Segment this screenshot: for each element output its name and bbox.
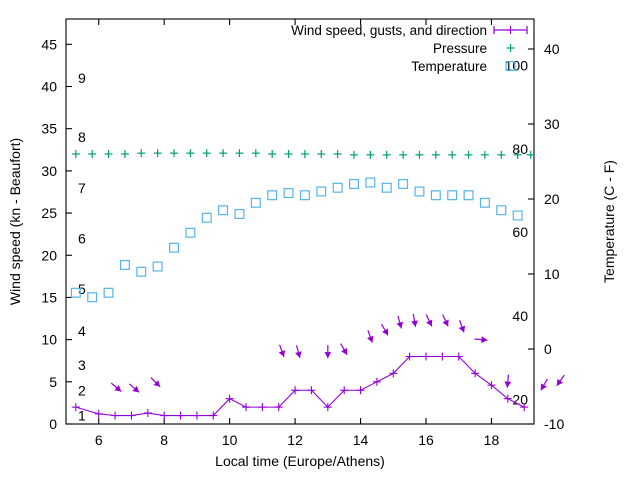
temperature-point [332,182,343,193]
temperature-point [349,179,360,190]
x-tick-label: 18 [484,432,500,448]
wind-direction-arrow-head [367,335,374,343]
y-tick-label: 5 [49,374,57,390]
beaufort-label: 4 [78,323,86,339]
y-tick-label: 10 [41,332,57,348]
wind-direction-arrow-head [458,325,466,333]
y2-tick-label: 10 [544,266,560,282]
wind-direction-arrow-head [278,350,286,357]
wind-direction-arrow-head [382,328,389,336]
temperature-point [479,197,490,208]
y2-axis-title: Temperature (C - F) [601,160,617,283]
temperature-point [169,242,180,253]
temperature-point [87,292,98,303]
temperature-point [103,287,114,298]
temperature-point [398,179,409,190]
temperature-point [185,227,196,238]
wind-direction-arrow-head [481,336,488,343]
wind-direction-arrow-head [295,351,302,358]
x-tick-label: 8 [160,432,168,448]
fahrenheit-label: 80 [512,141,528,157]
wind-direction-arrow-head [556,378,564,386]
y2-tick-label: 40 [544,41,560,57]
wind-direction-arrow-head [324,352,332,359]
temperature-point [267,190,278,201]
wind-speed-line [75,355,525,417]
temperature-point [496,205,507,216]
plot-area-border [65,18,535,425]
beaufort-label: 2 [78,382,86,398]
y-axis-title: Wind speed (kn - Beaufort) [7,138,23,305]
y2-tick-label: 0 [544,341,552,357]
legend-label-0: Wind speed, gusts, and direction [291,23,487,38]
temperature-point [512,210,523,221]
temperature-point [463,190,474,201]
temperature-point [430,190,441,201]
temperature-point [365,177,376,188]
temperature-point [218,205,229,216]
temperature-point [381,182,392,193]
temperature-point [250,197,261,208]
wind-direction-arrow-head [114,385,122,392]
x-tick-label: 6 [95,432,103,448]
beaufort-label: 8 [78,129,86,145]
y-tick-label: 35 [41,121,57,137]
wind-direction-arrow-head [153,380,161,387]
temperature-point [316,186,327,197]
fahrenheit-label: 100 [505,58,529,74]
wind-direction-arrow-head [442,319,449,327]
temperature-point [119,260,130,271]
wind-direction-arrow-head [411,320,418,327]
legend-label-2: Temperature [411,59,487,74]
temperature-point [447,190,458,201]
x-tick-label: 12 [287,432,303,448]
y-tick-label: 40 [41,79,57,95]
temperature-point [234,209,245,220]
beaufort-label: 6 [78,230,86,246]
beaufort-label: 1 [78,408,86,424]
fahrenheit-label: 60 [512,224,528,240]
x-tick-label: 10 [222,432,238,448]
temperature-point [70,287,81,298]
y-tick-label: 15 [41,289,57,305]
wind-direction-arrow-head [396,321,404,329]
y2-tick-label: -10 [544,416,564,432]
wind-direction-arrow-head [426,319,433,327]
temperature-point [299,190,310,201]
temperature-point [136,266,147,277]
wind-direction-arrow-head [540,383,547,391]
y2-tick-label: 30 [544,116,560,132]
temperature-point [414,186,425,197]
y-tick-label: 25 [41,205,57,221]
temperature-point [152,261,163,272]
y2-tick-label: 20 [544,191,560,207]
legend-marker-temperature [505,60,516,71]
beaufort-label: 5 [78,281,86,297]
beaufort-label: 7 [78,180,86,196]
wind-direction-arrow-head [504,381,512,388]
x-axis-title: Local time (Europe/Athens) [215,453,385,469]
fahrenheit-label: 40 [512,308,528,324]
y-tick-label: 0 [49,416,57,432]
temperature-point [201,212,212,223]
y-tick-label: 45 [41,36,57,52]
legend-label-1: Pressure [433,41,487,56]
x-tick-label: 16 [418,432,434,448]
beaufort-label: 3 [78,357,86,373]
wind-direction-arrow-head [132,385,140,393]
y-tick-label: 30 [41,163,57,179]
y-tick-label: 20 [41,247,57,263]
wind-direction-arrow-head [341,347,348,355]
temperature-point [283,188,294,199]
beaufort-label: 9 [78,70,86,86]
x-tick-label: 14 [353,432,369,448]
